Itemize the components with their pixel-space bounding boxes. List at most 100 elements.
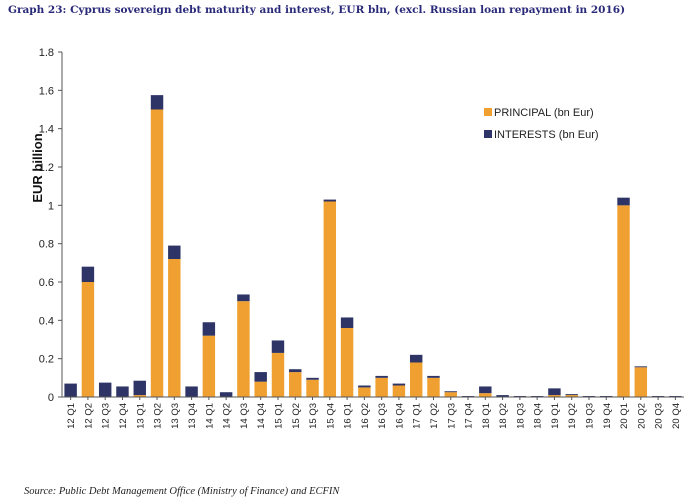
x-tick-label: 13 Q1	[135, 403, 146, 429]
x-tick-label: 18 Q2	[498, 403, 509, 429]
x-tick-label: 16 Q4	[394, 403, 405, 429]
y-axis-ticks: 0 0.2 0.4 0.6 0.8 1 1.2 1.4 1.6 1.8	[39, 47, 62, 404]
interest-bar	[565, 394, 578, 396]
legend-swatch-interests	[484, 130, 492, 138]
chart-title: Graph 23: Cyprus sovereign debt maturity…	[8, 4, 626, 16]
interest-bar	[237, 294, 250, 302]
x-tick-label: 20 Q2	[636, 403, 647, 429]
principal-bar	[375, 377, 388, 397]
interest-bar	[375, 375, 388, 378]
principal-bar	[427, 377, 440, 397]
x-tick-label: 18 Q1	[481, 403, 492, 429]
interest-bar	[185, 386, 198, 397]
principal-bar	[202, 335, 216, 397]
interest-bar	[392, 383, 406, 386]
principal-bar	[358, 387, 371, 397]
x-tick-label: 20 Q4	[671, 403, 682, 429]
principal-bar	[392, 385, 406, 397]
interest-bar	[496, 395, 509, 397]
legend: PRINCIPAL (bn Eur) INTERESTS (bn Eur)	[484, 107, 599, 141]
x-tick-label: 19 Q3	[584, 403, 595, 429]
x-tick-label: 13 Q2	[153, 403, 164, 429]
y-tick-label: 1.4	[39, 124, 54, 136]
y-tick-label: 0.6	[39, 277, 54, 289]
interest-bar	[202, 322, 216, 336]
y-tick-label: 1	[48, 200, 54, 212]
interest-bar	[271, 340, 285, 353]
interest-bar	[479, 386, 492, 394]
principal-bar	[617, 205, 630, 397]
x-tick-label: 12 Q2	[83, 403, 94, 429]
principal-bar	[323, 201, 337, 397]
x-tick-label: 20 Q3	[654, 403, 665, 429]
legend-label-principal: PRINCIPAL (bn Eur)	[494, 107, 594, 119]
principal-bar	[306, 379, 319, 397]
x-tick-label: 16 Q2	[360, 403, 371, 429]
bars	[64, 95, 682, 397]
y-tick-label: 0.2	[39, 354, 54, 366]
interest-bar	[548, 388, 561, 396]
x-tick-label: 20 Q1	[619, 403, 630, 429]
principal-bar	[133, 395, 146, 397]
x-tick-label: 15 Q1	[273, 403, 284, 429]
interest-bar	[98, 382, 112, 397]
source-note: Source: Public Debt Management Office (M…	[24, 486, 340, 497]
principal-bar	[340, 328, 354, 397]
principal-bar	[271, 352, 285, 397]
principal-bar	[634, 367, 648, 397]
legend-swatch-principal	[484, 108, 492, 116]
interest-bar	[116, 386, 129, 397]
x-tick-label: 12 Q3	[101, 403, 112, 429]
y-tick-label: 0.4	[39, 315, 54, 327]
interest-bar	[634, 366, 648, 368]
interest-bar	[427, 375, 440, 378]
x-tick-label: 17 Q2	[429, 403, 440, 429]
principal-bar	[237, 301, 250, 397]
interest-bar	[444, 391, 457, 393]
y-tick-label: 0.8	[39, 239, 54, 251]
x-tick-label: 14 Q4	[256, 403, 267, 429]
x-tick-label: 12 Q4	[118, 403, 129, 429]
interest-bar	[64, 383, 77, 397]
principal-bar	[254, 381, 267, 397]
interest-bar	[323, 199, 337, 202]
x-axis-ticks: 12 Q1 12 Q2 12 Q3 12 Q4 13 Q1 13 Q2 13 Q3 13 Q4…	[66, 397, 682, 429]
principal-bar	[409, 362, 423, 397]
interest-bar	[289, 369, 302, 373]
interest-bar	[340, 317, 354, 328]
x-tick-label: 16 Q1	[343, 403, 354, 429]
x-tick-label: 19 Q2	[567, 403, 578, 429]
interest-bar	[617, 197, 630, 206]
principal-bar	[289, 372, 302, 397]
interest-bar	[254, 372, 267, 382]
x-tick-label: 16 Q3	[377, 403, 388, 429]
y-tick-label: 0	[48, 392, 54, 404]
principal-bar	[548, 395, 561, 397]
interest-bar	[133, 380, 146, 396]
x-tick-label: 18 Q3	[515, 403, 526, 429]
x-tick-label: 14 Q3	[239, 403, 250, 429]
y-axis-label: EUR billion	[30, 133, 45, 202]
principal-bar	[565, 395, 578, 397]
interest-bar	[81, 266, 95, 282]
x-tick-label: 17 Q4	[464, 403, 475, 429]
legend-label-interests: INTERESTS (bn Eur)	[494, 129, 599, 141]
interest-bar	[168, 245, 181, 259]
x-tick-label: 12 Q1	[66, 403, 77, 429]
interest-bar	[306, 377, 319, 380]
x-tick-label: 17 Q3	[446, 403, 457, 429]
interest-bar	[219, 392, 233, 397]
interest-bar	[409, 354, 423, 363]
interest-bar	[358, 385, 371, 388]
principal-bar	[444, 392, 457, 397]
x-tick-label: 15 Q3	[308, 403, 319, 429]
x-tick-label: 15 Q4	[325, 403, 336, 429]
x-tick-label: 17 Q1	[412, 403, 423, 429]
x-tick-label: 19 Q4	[602, 403, 613, 429]
principal-bar	[81, 282, 95, 397]
principal-bar	[150, 109, 164, 397]
x-tick-label: 13 Q4	[187, 403, 198, 429]
x-tick-label: 14 Q1	[204, 403, 215, 429]
y-tick-label: 1.2	[39, 162, 54, 174]
